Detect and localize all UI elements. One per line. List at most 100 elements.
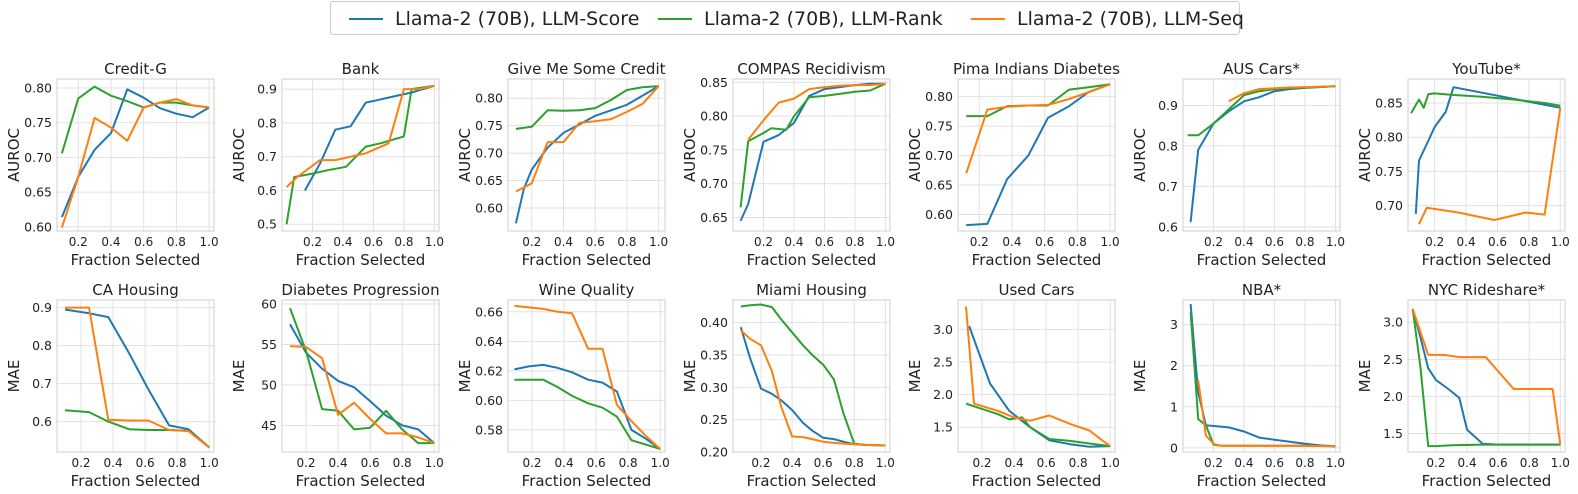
y-tick-label: 0.66 [475,304,503,319]
x-axis-label: Fraction Selected [522,251,652,269]
plot-area [958,300,1115,452]
plot-area [508,300,665,452]
y-tick-label: 3 [1170,317,1178,332]
plot-area [733,79,890,231]
plot-frame [56,299,215,453]
y-tick-label: 45 [261,418,277,433]
subplot-title: NBA* [1242,281,1282,299]
x-tick-label: 0.2 [522,456,541,470]
x-axis-label: Fraction Selected [1197,472,1327,490]
series-line-llm-seq [65,306,210,449]
x-tick-label: 0.4 [329,456,348,470]
x-tick-label: 0.6 [1265,235,1284,249]
y-tick-label: 0.6 [32,414,52,429]
y-axis-label: MAE [456,360,474,393]
y-tick-label: 2.0 [1383,389,1403,404]
series-line-llm-score [1414,86,1561,214]
x-tick-label: 0.6 [1488,235,1507,249]
x-tick-label: 0.6 [134,235,153,249]
plot-area [1183,300,1340,452]
y-tick-label: 0.80 [925,89,953,104]
x-tick-label: 0.4 [1234,235,1253,249]
plot-frame [957,299,1116,453]
x-tick-label: 0.6 [586,235,605,249]
y-tick-label: 0 [1170,440,1178,455]
y-tick-label: 1 [1170,399,1178,414]
series-line-llm-rank [1411,308,1561,448]
y-tick-label: 0.80 [1375,130,1403,145]
x-tick-label: 0.8 [1520,456,1539,470]
y-tick-label: 0.62 [475,363,503,378]
legend: Llama-2 (70B), LLM-Score Llama-2 (70B), … [330,1,1244,36]
y-axis-label: AUROC [456,128,474,182]
y-axis-label: MAE [5,360,23,393]
series-line-llm-rank [60,85,210,154]
subplot-title: Diabetes Progression [281,281,439,299]
x-tick-label: 1.0 [1551,456,1570,470]
series-line-llm-seq [1228,85,1336,103]
subplot-13: 0.2 0.4 0.6 0.8 1.0 0 1 2 3 NBA* Fraction Selected… [1131,281,1345,490]
x-tick-label: 0.6 [361,456,380,470]
x-tick-label: 1.0 [425,456,444,470]
subplot-title: Used Cars [999,281,1075,299]
plot-frame [1407,299,1566,453]
x-tick-label: 0.8 [845,456,864,470]
subplot-1: 0.2 0.4 0.6 0.8 1.0 0.60 0.65 0.70 0.75 0.80 Credi… [5,60,219,269]
series-line-llm-seq [515,85,660,193]
x-tick-label: 0.4 [554,235,573,249]
x-tick-label: 0.4 [1458,456,1477,470]
y-tick-label: 0.64 [475,334,503,349]
subplot-4: 0.2 0.4 0.6 0.8 1.0 0.65 0.70 0.75 0.80 0.85 COMPA… [681,60,895,269]
x-axis-label: Fraction Selected [71,251,201,269]
plot-area [733,300,890,452]
y-tick-label: 0.70 [925,148,953,163]
subplot-10: 0.2 0.4 0.6 0.8 1.0 0.58 0.60 0.62 0.64 0.66 Wine … [456,281,670,490]
plot-frame [1182,299,1341,453]
y-tick-label: 0.60 [925,207,953,222]
y-tick-label: 0.9 [32,300,52,315]
series-line-llm-score [966,83,1111,227]
x-tick-label: 0.4 [784,235,803,249]
y-tick-label: 0.7 [32,376,52,391]
x-tick-label: 0.6 [1489,456,1508,470]
y-tick-label: 0.65 [475,173,503,188]
series-line-llm-rank [965,402,1111,448]
subplot-title: AUS Cars* [1223,60,1300,78]
series-line-llm-score [289,323,435,444]
x-tick-label: 0.2 [1426,456,1445,470]
y-tick-label: 0.75 [24,115,52,130]
plot-frame [56,78,215,232]
x-tick-label: 0.4 [783,456,802,470]
subplot-title: CA Housing [92,281,178,299]
y-tick-label: 0.58 [475,422,503,437]
x-axis-label: Fraction Selected [1422,251,1552,269]
x-tick-label: 0.4 [1005,456,1024,470]
series-line-llm-rank [740,303,886,447]
y-tick-label: 2.0 [933,387,953,402]
legend-item-llm-score: Llama-2 (70B), LLM-Score [349,2,639,36]
plot-frame [507,78,666,232]
x-tick-label: 0.2 [970,235,989,249]
series-line-llm-seq [747,82,886,141]
series-line-llm-seq [1418,107,1562,225]
x-tick-label: 1.0 [876,235,895,249]
plot-area [1408,300,1565,452]
series-line-llm-seq [740,329,886,447]
series-line-llm-rank [739,82,886,208]
y-axis-label: MAE [230,360,248,393]
y-axis-label: AUROC [906,128,924,182]
plot-frame [1182,78,1341,232]
y-axis-label: MAE [1356,360,1374,393]
series-line-llm-rank [515,85,659,130]
plot-area [508,79,665,231]
plot-area [57,79,214,231]
y-tick-label: 0.25 [700,412,728,427]
plot-area [282,300,439,452]
x-tick-label: 0.8 [393,456,412,470]
subplot-title: COMPAS Recidivism [737,60,885,78]
series-line-llm-seq [1197,379,1336,448]
x-tick-label: 0.2 [1204,235,1223,249]
subplot-8: 0.2 0.4 0.6 0.8 1.0 0.6 0.7 0.8 0.9 CA Housing Fra… [5,281,219,490]
